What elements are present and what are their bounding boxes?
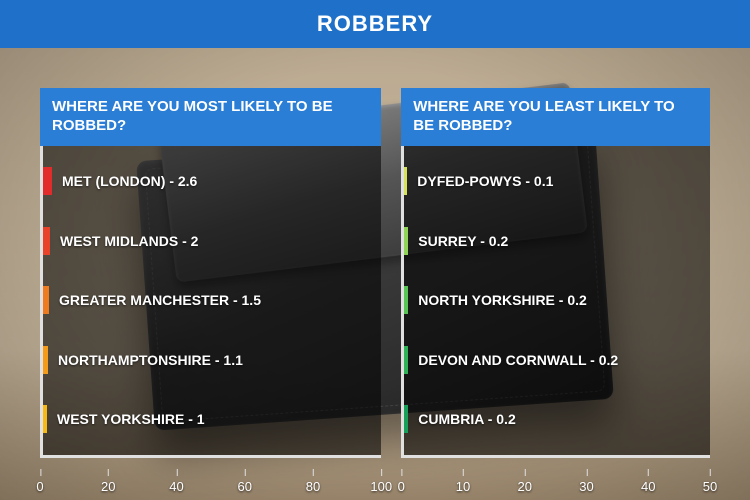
chart-row: NORTH YORKSHIRE - 0.2 xyxy=(404,280,710,320)
axis-tick: 0 xyxy=(398,479,405,494)
row-label: NORTHAMPTONSHIRE - 1.1 xyxy=(58,352,243,368)
bar xyxy=(404,286,408,314)
row-label: NORTH YORKSHIRE - 0.2 xyxy=(418,292,587,308)
row-label: CUMBRIA - 0.2 xyxy=(418,411,516,427)
row-label: MET (LONDON) - 2.6 xyxy=(62,173,197,189)
bar xyxy=(404,405,408,433)
bar xyxy=(404,167,407,195)
chart-row: NORTHAMPTONSHIRE - 1.1 xyxy=(43,340,381,380)
bar xyxy=(43,286,49,314)
axis-tick: 100 xyxy=(370,479,392,494)
right-panel: WHERE ARE YOU LEAST LIKELY TO BE ROBBED?… xyxy=(401,88,710,458)
axis-tick: 0 xyxy=(36,479,43,494)
bar xyxy=(43,405,47,433)
axis-tick: 20 xyxy=(101,479,115,494)
row-label: DYFED-POWYS - 0.1 xyxy=(417,173,553,189)
axis-tick: 40 xyxy=(169,479,183,494)
page-title: ROBBERY xyxy=(0,0,750,48)
axis-tick: 60 xyxy=(238,479,252,494)
bar xyxy=(43,227,50,255)
left-chart: MET (LONDON) - 2.6 WEST MIDLANDS - 2 GREAT… xyxy=(40,146,381,459)
charts-container: WHERE ARE YOU MOST LIKELY TO BE ROBBED? … xyxy=(0,48,750,500)
bar xyxy=(43,167,52,195)
chart-row: DEVON AND CORNWALL - 0.2 xyxy=(404,340,710,380)
axis-tick: 50 xyxy=(703,479,717,494)
chart-row: WEST YORKSHIRE - 1 xyxy=(43,399,381,439)
row-label: WEST MIDLANDS - 2 xyxy=(60,233,198,249)
axis-tick: 10 xyxy=(456,479,470,494)
left-question: WHERE ARE YOU MOST LIKELY TO BE ROBBED? xyxy=(40,88,381,146)
chart-row: DYFED-POWYS - 0.1 xyxy=(404,161,710,201)
chart-row: CUMBRIA - 0.2 xyxy=(404,399,710,439)
chart-row: MET (LONDON) - 2.6 xyxy=(43,161,381,201)
left-panel: WHERE ARE YOU MOST LIKELY TO BE ROBBED? … xyxy=(40,88,381,458)
row-label: WEST YORKSHIRE - 1 xyxy=(57,411,205,427)
axis-tick: 40 xyxy=(641,479,655,494)
right-chart: DYFED-POWYS - 0.1 SURREY - 0.2 NORTH YORKS… xyxy=(401,146,710,459)
bar xyxy=(43,346,48,374)
axis-tick: 20 xyxy=(518,479,532,494)
bar xyxy=(404,346,408,374)
right-question: WHERE ARE YOU LEAST LIKELY TO BE ROBBED? xyxy=(401,88,710,146)
chart-row: GREATER MANCHESTER - 1.5 xyxy=(43,280,381,320)
axis-tick: 80 xyxy=(306,479,320,494)
row-label: GREATER MANCHESTER - 1.5 xyxy=(59,292,261,308)
row-label: SURREY - 0.2 xyxy=(418,233,508,249)
bar xyxy=(404,227,408,255)
chart-row: WEST MIDLANDS - 2 xyxy=(43,221,381,261)
axis-tick: 30 xyxy=(579,479,593,494)
chart-row: SURREY - 0.2 xyxy=(404,221,710,261)
row-label: DEVON AND CORNWALL - 0.2 xyxy=(418,352,618,368)
